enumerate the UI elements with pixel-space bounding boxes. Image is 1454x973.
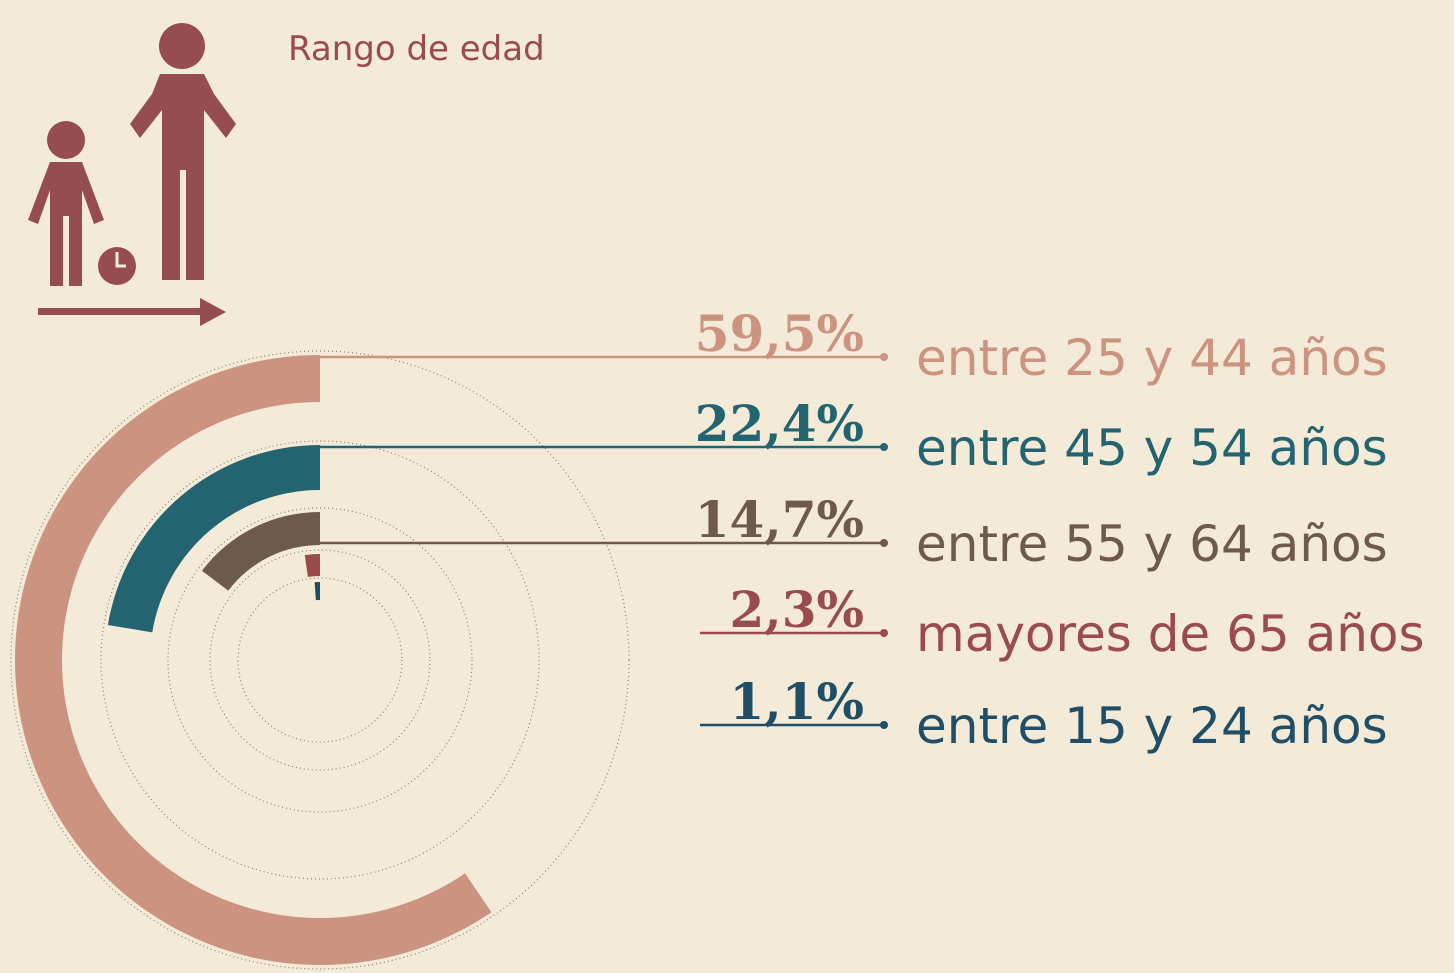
leader-dot <box>880 721 888 729</box>
guide-circle <box>209 549 431 771</box>
ring-bar <box>201 512 320 591</box>
category-label: entre 55 y 64 años <box>916 515 1388 573</box>
ring-bar <box>304 554 320 577</box>
guide-circle <box>237 577 403 743</box>
chart-title: Rango de edad <box>288 29 545 69</box>
leader-dot <box>880 443 888 451</box>
category-label: mayores de 65 años <box>916 605 1425 663</box>
value-label: 1,1% <box>730 672 865 731</box>
category-label: entre 15 y 24 años <box>916 697 1388 755</box>
guide-circle <box>100 440 540 880</box>
ring-bar <box>314 582 320 601</box>
category-label: entre 45 y 54 años <box>916 419 1388 477</box>
ring-bar <box>107 445 320 633</box>
value-label: 14,7% <box>695 490 864 549</box>
value-label: 59,5% <box>695 304 864 363</box>
value-label: 2,3% <box>730 580 865 639</box>
guide-circle <box>167 507 473 813</box>
leader-dot <box>880 629 888 637</box>
age-icon <box>28 23 236 326</box>
value-label: 22,4% <box>695 394 864 453</box>
category-label: entre 25 y 44 años <box>916 329 1388 387</box>
ring-bar <box>14 355 492 965</box>
guide-circle <box>10 350 630 970</box>
leader-dot <box>880 353 888 361</box>
leader-dot <box>880 539 888 547</box>
